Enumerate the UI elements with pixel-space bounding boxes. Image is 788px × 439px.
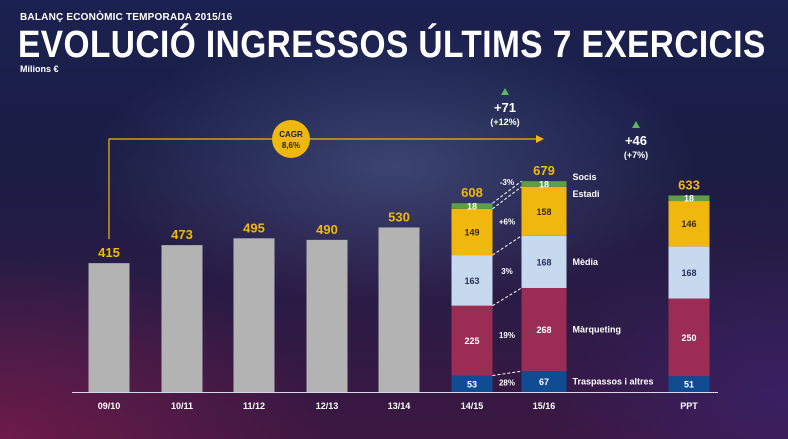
x-tick-label: PPT [680, 401, 698, 411]
bar-segment-14-15-0 [451, 375, 493, 392]
up-triangle-icon [501, 88, 509, 95]
segment-value-label: 67 [539, 377, 549, 387]
change-percent: (+12%) [490, 117, 519, 127]
dashed-connector [492, 180, 522, 204]
bar-segment-15-16-3 [521, 186, 567, 236]
bar-segment-PPT-0 [668, 376, 710, 392]
segment-value-label: 168 [536, 257, 551, 267]
page-title: EVOLUCIÓ INGRESSOS ÚLTIMS 7 EXERCICIS [18, 24, 766, 66]
growth-label: +6% [499, 218, 515, 227]
bar-segment-15-16-0 [521, 371, 567, 392]
change-delta: +46 [625, 133, 647, 148]
unit-label: Milions € [20, 64, 59, 74]
dashed-connector [492, 186, 522, 210]
segment-value-label: 146 [681, 219, 696, 229]
segment-legend-label: Socis [573, 172, 597, 182]
segment-value-label: 18 [684, 194, 694, 204]
bar-segment-14-15-3 [451, 208, 493, 256]
growth-label: 19% [499, 331, 515, 340]
segment-legend-label: Mèdia [573, 257, 600, 267]
bar-10-11 [161, 245, 203, 392]
growth-label: 3% [501, 267, 513, 276]
growth-label: 28% [499, 379, 515, 388]
bar-segment-PPT-2 [668, 246, 710, 299]
x-tick-label: 09/10 [98, 401, 121, 411]
cagr-value: 8,6% [282, 141, 300, 150]
dashed-connector [492, 287, 522, 307]
cagr-label: CAGR [279, 130, 303, 139]
change-percent: (+7%) [624, 150, 648, 160]
total-label: 530 [388, 209, 410, 224]
bar-12-13 [306, 239, 348, 392]
growth-label: -3% [500, 178, 514, 187]
dashed-connector [492, 370, 522, 377]
total-label: 490 [316, 222, 338, 237]
bar-segment-PPT-3 [668, 201, 710, 247]
dashed-connector [492, 235, 522, 256]
segment-legend-label: Estadi [573, 189, 600, 199]
x-tick-label: 12/13 [316, 401, 339, 411]
x-tick-label: 14/15 [461, 401, 484, 411]
segment-value-label: 158 [536, 207, 551, 217]
bar-segment-15-16-4 [521, 181, 567, 187]
total-label: 608 [461, 185, 483, 200]
up-triangle-icon [632, 121, 640, 128]
total-label: 679 [533, 163, 555, 178]
change-delta: +71 [494, 100, 516, 115]
segment-value-label: 168 [681, 268, 696, 278]
total-label: 473 [171, 227, 193, 242]
segment-value-label: 53 [467, 379, 477, 389]
segment-legend-label: Màrqueting [573, 325, 622, 335]
bar-segment-PPT-1 [668, 298, 710, 377]
segment-value-label: 250 [681, 333, 696, 343]
bar-segment-14-15-4 [451, 203, 493, 209]
bar-segment-15-16-1 [521, 287, 567, 372]
bar-13-14 [378, 227, 420, 392]
bar-segment-15-16-2 [521, 235, 567, 288]
segment-legend-label: Traspassos i altres [573, 377, 654, 387]
x-tick-label: 11/12 [243, 401, 265, 411]
segment-value-label: 149 [464, 227, 479, 237]
total-label: 633 [678, 177, 700, 192]
total-label: 495 [243, 220, 265, 235]
total-label: 415 [98, 245, 120, 260]
segment-value-label: 18 [467, 202, 477, 212]
x-tick-label: 10/11 [171, 401, 193, 411]
segment-value-label: 268 [536, 325, 551, 335]
segment-value-label: 163 [464, 276, 479, 286]
cagr-arrow-head [536, 135, 544, 143]
bar-segment-14-15-1 [451, 305, 493, 376]
bar-11-12 [233, 238, 275, 392]
segment-value-label: 18 [539, 179, 549, 189]
segment-value-label: 51 [684, 380, 694, 390]
x-tick-label: 15/16 [533, 401, 556, 411]
bar-09-10 [88, 263, 130, 392]
overline: BALANÇ ECONÒMIC TEMPORADA 2015/16 [20, 12, 233, 23]
bar-segment-14-15-2 [451, 255, 493, 306]
segment-value-label: 225 [464, 336, 479, 346]
cagr-badge [272, 120, 310, 158]
x-tick-label: 13/14 [388, 401, 411, 411]
bar-segment-PPT-4 [668, 195, 710, 202]
cagr-arrow-line [108, 138, 536, 240]
